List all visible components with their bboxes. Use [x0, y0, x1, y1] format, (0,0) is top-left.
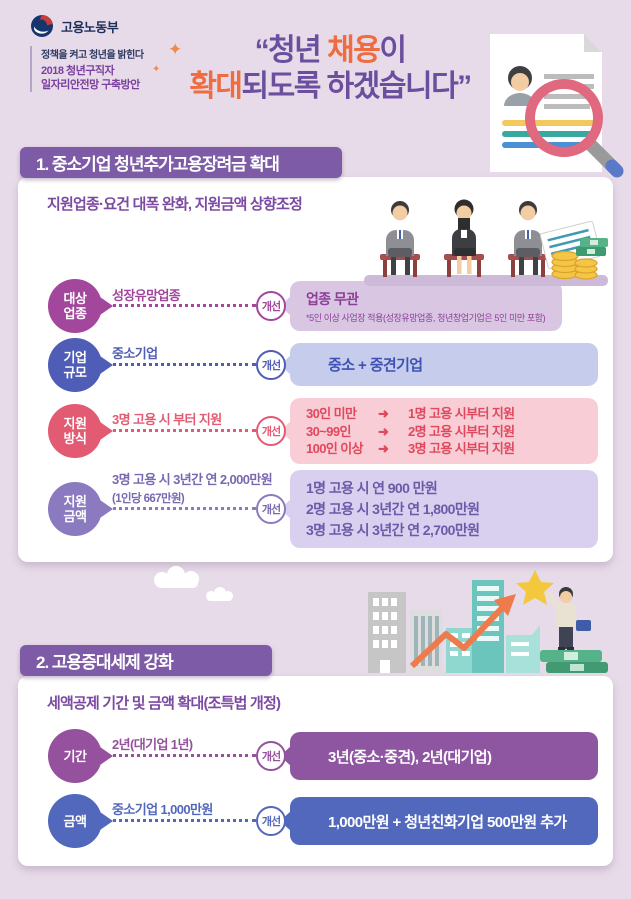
method-value: 3명 고용 시부터 지원: [408, 441, 515, 456]
teardrop-tip: [100, 812, 113, 830]
cloud-icon: [154, 566, 199, 588]
sparkle-icon: ✦: [152, 64, 161, 75]
improve-badge: 개선: [256, 291, 286, 321]
title-line-2: 확대되도록 하겠습니다”: [189, 70, 472, 103]
row-label-text: 금액: [63, 509, 87, 524]
result-box-industry: 업종 무관 *5인 이상 사업장 적용(성장유망업종, 청년창업기업은 5인 미…: [280, 281, 562, 331]
resume-magnifier-illustration: [490, 34, 624, 178]
improve-badge: 개선: [256, 494, 286, 524]
before-value-company-size: 중소기업: [112, 346, 158, 361]
size-range: 100인 이상: [306, 441, 364, 456]
teardrop-tip: [100, 500, 113, 518]
before-value-period: 2년(대기업 1년): [112, 737, 193, 752]
result-box-support-amount: 1명 고용 시 연 900 만원 2명 고용 시 3년간 연 1,800만원 3…: [280, 470, 598, 548]
arrow-right-icon: ➜: [378, 441, 389, 456]
method-value: 2명 고용 시부터 지원: [408, 423, 515, 439]
row-label-period: 기간: [48, 729, 113, 783]
teardrop-tip: [100, 297, 113, 315]
row-label-company-size: 기업 규모: [48, 338, 113, 392]
moel-logo: 고용노동부: [30, 14, 119, 38]
section1-header: 1. 중소기업 청년추가고용장려금 확대: [20, 147, 342, 178]
row-label-support-method: 지원 방식: [48, 404, 113, 458]
result-title: 업종 무관: [306, 291, 359, 307]
row-label-support-amount: 지원 금액: [48, 482, 113, 536]
section1-subtitle: 지원업종·요건 대폭 완화, 지원금액 상향조정: [47, 196, 303, 213]
government-emblem-icon: [31, 15, 53, 37]
improve-badge: 개선: [256, 350, 286, 380]
before-value-support-amount: 3명 고용 시 3년간 연 2,000만원 (1인당 667만원): [112, 469, 273, 506]
dotted-connector: [106, 304, 256, 307]
dotted-connector: [106, 429, 256, 432]
policy-tagline: 정책을 켜고 청년을 밝힌다 2018 청년구직자 일자리안전망 구축방안: [30, 46, 144, 92]
dotted-connector: [106, 819, 256, 822]
before-value-industry: 성장유망업종: [112, 288, 181, 303]
result-text: 1,000만원 + 청년친화기업 500만원 추가: [328, 813, 567, 831]
teardrop-tip: [100, 356, 113, 374]
amount-line: 3명 고용 시 3년간 연 2,700만원: [306, 522, 480, 538]
job-applicants-illustration: [364, 199, 608, 286]
ministry-name: 고용노동부: [61, 19, 119, 35]
cloud-icon: [206, 587, 233, 601]
method-item: 30~99인 ➜ 2명 고용 시부터 지원: [306, 423, 598, 441]
row-label-text: 업종: [63, 306, 87, 321]
amount-line: 1명 고용 시 연 900 만원: [306, 480, 438, 496]
method-value: 1명 고용 시부터 지원: [408, 406, 515, 421]
result-text: 중소 + 중견기업: [328, 357, 423, 374]
improve-badge: 개선: [256, 806, 286, 836]
growth-city-illustration: [368, 570, 608, 673]
section2-header: 2. 고용증대세제 강화: [20, 645, 272, 676]
result-box-company-size: 중소 + 중견기업: [280, 343, 598, 386]
result-box-support-method: 30인 미만 ➜ 1명 고용 시부터 지원 30~99인 ➜ 2명 고용 시부터…: [280, 398, 598, 464]
size-range: 30~99인: [306, 423, 351, 439]
tagline-line: 정책을 켜고 청년을 밝힌다: [41, 50, 144, 61]
method-item: 30인 미만 ➜ 1명 고용 시부터 지원: [306, 405, 598, 423]
row-label-text: 대상: [63, 291, 87, 306]
before-value-support-method: 3명 고용 시 부터 지원: [112, 412, 222, 427]
improve-badge: 개선: [256, 416, 286, 446]
before-value-amount: 중소기업 1,000만원: [112, 802, 213, 817]
row-label-text: 지원: [63, 494, 87, 509]
tagline-line: 일자리안전망 구축방안: [41, 79, 140, 91]
title-line-1: “청년 채용이: [254, 34, 407, 67]
arrow-right-icon: ➜: [378, 423, 389, 439]
row-label-text: 방식: [63, 431, 87, 446]
result-note: *5인 이상 사업장 적용(성장유망업종, 청년창업기업은 5인 미만 포함): [306, 313, 546, 323]
row-label-text: 지원: [63, 416, 87, 431]
result-box-amount: 1,000만원 + 청년친화기업 500만원 추가: [280, 797, 598, 845]
row-label-text: 기간: [63, 748, 87, 764]
row-label-text: 기업: [63, 350, 87, 365]
before-line: 3명 고용 시 3년간 연 2,000만원: [112, 472, 273, 487]
dotted-connector: [106, 363, 256, 366]
dotted-connector: [106, 754, 256, 757]
before-subline: (1인당 667만원): [112, 493, 185, 505]
amount-line: 2명 고용 시 3년간 연 1,800만원: [306, 501, 480, 517]
size-range: 30인 미만: [306, 406, 357, 421]
row-label-amount: 금액: [48, 794, 113, 848]
row-label-target-industry: 대상 업종: [48, 279, 113, 333]
row-label-text: 금액: [63, 813, 87, 829]
result-text: 3년(중소·중견), 2년(대기업): [328, 748, 492, 766]
improve-badge: 개선: [256, 741, 286, 771]
method-item: 100인 이상 ➜ 3명 고용 시부터 지원: [306, 440, 598, 458]
dotted-connector: [106, 507, 256, 510]
arrow-right-icon: ➜: [378, 406, 389, 421]
page-title: “청년 채용이 확대되도록 하겠습니다”: [150, 33, 510, 105]
row-label-text: 규모: [63, 365, 87, 380]
result-box-period: 3년(중소·중견), 2년(대기업): [280, 732, 598, 780]
sparkle-icon: ✦: [168, 40, 183, 59]
teardrop-tip: [100, 422, 113, 440]
tagline-line: 2018 청년구직자: [41, 65, 115, 77]
teardrop-tip: [100, 747, 113, 765]
section2-subtitle: 세액공제 기간 및 금액 확대(조특법 개정): [47, 695, 281, 712]
